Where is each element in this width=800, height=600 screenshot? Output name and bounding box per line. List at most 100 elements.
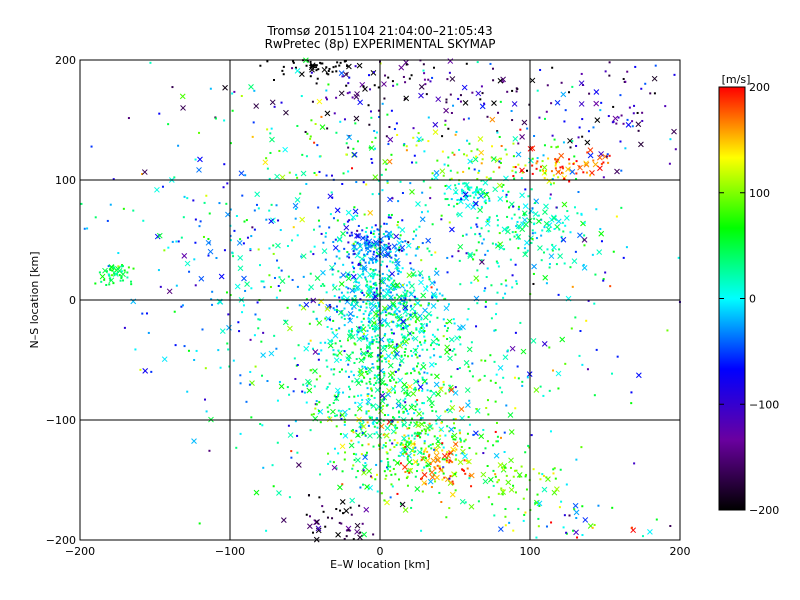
data-point-dot [423,150,426,153]
data-point-dot [239,374,242,377]
data-point-dot [387,235,390,238]
data-point-dot [495,440,498,443]
data-point-cross [299,216,306,223]
data-point-dot [428,275,431,278]
data-point-cross [569,168,576,175]
data-point-cross [399,244,406,251]
data-point-dot [381,311,384,314]
data-point-dot [421,376,424,379]
data-point-dot [563,177,566,180]
data-point-dot [370,389,373,392]
data-point-dot [339,276,342,279]
data-point-dot [194,158,197,161]
data-point-dot [339,414,342,417]
data-point-cross [381,81,387,87]
data-point-cross [368,145,375,151]
data-point-dot [463,153,466,156]
data-point-dot [413,454,416,457]
data-point-dot [351,380,354,383]
data-point-dot [513,235,516,238]
data-point-dot [451,435,454,438]
data-point-dot [376,273,379,276]
data-point-cross [357,534,363,541]
data-point-cross [343,71,349,78]
data-point-dot [361,444,364,447]
data-point-dot [622,122,625,125]
data-point-dot [543,177,546,180]
data-point-dot [351,167,354,170]
data-point-dot [429,356,432,359]
data-point-dot [251,226,254,229]
data-point-dot [461,190,464,193]
data-point-dot [428,422,431,425]
data-point-dot [385,314,388,317]
data-point-dot [308,322,311,325]
data-point-dot [502,296,505,299]
data-point-cross [330,408,336,415]
data-point-dot [415,228,418,231]
data-point-dot [407,412,410,415]
data-point-dot [568,91,571,94]
data-point-cross [596,249,603,255]
data-point-dot [379,352,382,355]
data-point-cross [519,192,525,199]
data-point-dot [192,199,195,202]
data-point-dot [489,354,492,357]
data-point-dot [581,534,584,537]
data-point-dot [394,424,397,427]
data-point-dot [123,269,126,272]
data-point-dot [404,240,407,243]
data-point-dot [375,261,378,264]
data-point-cross [303,301,310,308]
data-point-cross [429,280,436,286]
data-point-dot [555,160,558,163]
data-point-dot [423,440,426,443]
data-point-dot [591,253,594,256]
data-point-cross [432,121,439,128]
data-point-dot [404,397,407,400]
data-point-dot [410,440,413,443]
data-point-cross [315,525,322,532]
data-point-dot [416,470,419,473]
data-point-cross [354,232,360,239]
data-point-dot [515,280,518,283]
data-point-cross [581,265,588,271]
data-point-dot [359,486,362,489]
data-point-cross [361,430,367,437]
data-point-dot [427,304,430,307]
data-point-dot [374,382,377,385]
data-point-dot [514,491,517,494]
data-point-cross [444,344,451,351]
data-point-dot [454,489,457,492]
data-point-dot [435,410,438,413]
data-point-cross [237,255,244,261]
data-point-dot [141,312,144,315]
data-point-dot [356,316,359,319]
data-point-dot [290,450,293,453]
data-point-dot [383,277,386,280]
data-point-dot [527,444,530,447]
data-point-dot [311,347,314,350]
data-point-dot [348,76,351,79]
data-point-dot [370,116,373,119]
data-point-cross [505,228,511,235]
data-point-dot [557,293,560,296]
data-point-dot [484,253,487,256]
data-point-dot [393,417,396,420]
data-point-cross [401,421,408,428]
data-point-dot [287,275,290,278]
data-point-dot [470,160,473,163]
data-point-dot [496,481,499,484]
data-point-dot [416,297,419,300]
data-point-dot [406,457,409,460]
data-point-dot [364,310,367,313]
data-point-dot [377,229,380,232]
data-point-dot [495,302,498,305]
data-point-dot [366,300,369,303]
data-point-cross [502,354,509,361]
data-point-cross [406,272,413,279]
data-point-dot [284,319,287,322]
data-point-cross [465,202,471,209]
data-point-dot [372,366,375,369]
data-point-dot [324,258,327,261]
